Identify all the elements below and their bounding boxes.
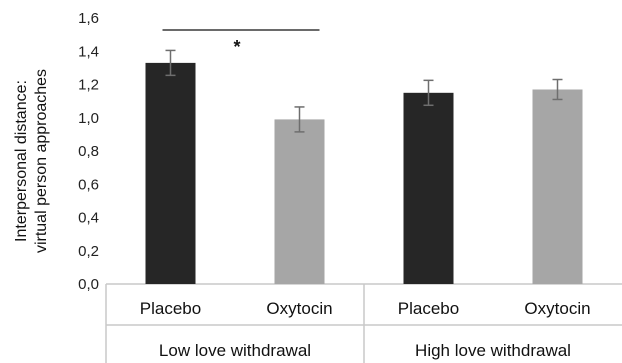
category-labels: Placebo Oxytocin Low love withdrawal Placeb… [140,299,591,360]
group-label: Low love withdrawal [159,341,311,360]
y-tick-label: 0,2 [78,243,99,260]
y-tick-label: 1,0 [78,110,99,127]
group-label: High love withdrawal [415,341,571,360]
bar-category-label: Oxytocin [524,299,590,318]
y-axis-label-line-1: Interpersonal distance: [13,80,30,242]
y-axis-label-line-2: virtual person approaches [33,69,50,253]
bar-category-label: Placebo [140,299,201,318]
significance-marker: * [162,29,320,57]
y-tick-label: 0,6 [78,176,99,193]
y-tick-label: 1,4 [78,43,99,60]
y-tick-label: 0,8 [78,143,99,160]
significance-asterisk: * [233,37,240,57]
bars [145,62,583,285]
y-tick-label: 0,0 [78,276,99,293]
bar [532,89,583,284]
y-axis-ticks: 0,0 0,2 0,4 0,6 0,8 1,0 1,2 1,4 1,6 [78,10,99,293]
y-tick-label: 0,4 [78,210,99,227]
bar [403,92,454,284]
y-tick-label: 1,6 [78,10,99,27]
bar-category-label: Placebo [398,299,459,318]
error-bars [165,49,563,133]
bar [274,119,325,284]
y-tick-label: 1,2 [78,77,99,94]
bar [145,62,196,285]
bar-category-label: Oxytocin [266,299,332,318]
